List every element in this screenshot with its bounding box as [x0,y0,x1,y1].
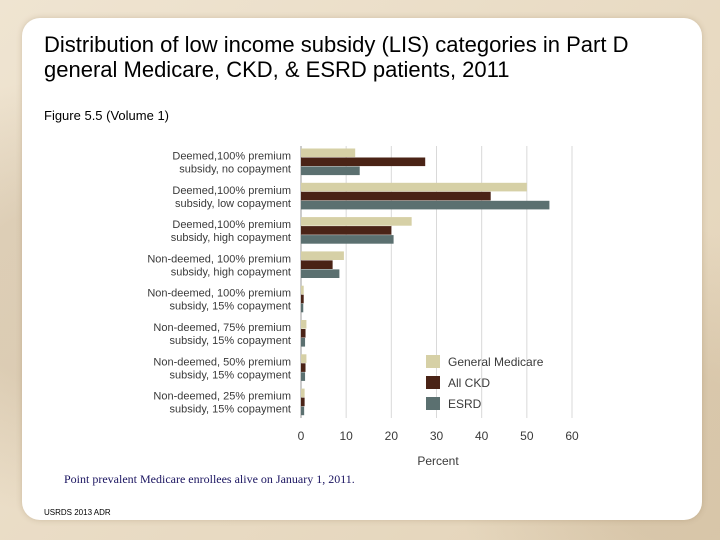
category-label-2: Deemed,100% premium subsidy, high copayme… [171,219,291,244]
bar-esrd-5 [301,338,306,347]
category-label-line: subsidy, no copayment [179,164,291,176]
category-label-line: Deemed,100% premium [172,185,291,197]
footnote: Point prevalent Medicare enrollees alive… [64,472,355,486]
x-tick-30: 30 [430,429,444,443]
legend-swatch-2 [426,397,440,410]
source-label: USRDS 2013 ADR [44,508,111,517]
x-tick-20: 20 [385,429,399,443]
x-tick-labels: 0 10 20 30 40 50 60 [298,429,579,443]
category-label-line: subsidy, 15% copayment [170,301,291,313]
legend-label-1: All CKD [448,376,490,390]
category-label-line: Non-deemed, 100% premium [147,288,291,300]
bars [301,148,550,416]
category-label-line: subsidy, 15% copayment [170,335,291,347]
bar-general-medicare-2 [301,217,412,226]
bar-esrd-0 [301,166,360,176]
bar-esrd-6 [301,372,306,381]
category-label-line: Non-deemed, 75% premium [153,322,291,334]
category-label-line: subsidy, 15% copayment [170,369,291,381]
bar-esrd-4 [301,303,304,313]
category-label-3: Non-deemed, 100% premium subsidy, high co… [147,253,291,278]
category-label-line: Deemed,100% premium [172,219,291,231]
bar-all-ckd-2 [301,226,392,235]
x-axis-label: Percent [417,454,459,468]
category-label-line: subsidy, 15% copayment [170,404,291,416]
bar-general-medicare-5 [301,320,307,329]
bar-all-ckd-6 [301,363,306,372]
category-label-line: subsidy, high copayment [171,266,291,278]
bar-general-medicare-4 [301,285,304,295]
legend-label-2: ESRD [448,397,482,411]
category-label-line: subsidy, low copayment [175,198,291,210]
category-label-0: Deemed,100% premium subsidy, no copayment [172,151,291,176]
bar-general-medicare-7 [301,388,305,398]
legend: General Medicare All CKD ESRD [426,355,544,411]
bar-all-ckd-7 [301,397,305,407]
category-label-line: subsidy, high copayment [171,232,291,244]
bar-all-ckd-1 [301,191,491,201]
category-label-5: Non-deemed, 75% premium subsidy, 15% copa… [153,322,291,347]
category-label-line: Non-deemed, 50% premium [153,356,291,368]
bar-general-medicare-3 [301,251,344,260]
x-tick-60: 60 [565,429,579,443]
category-label-7: Non-deemed, 25% premium subsidy, 15% copa… [153,391,291,416]
legend-swatch-0 [426,355,440,368]
x-tick-0: 0 [298,429,305,443]
category-label-1: Deemed,100% premium subsidy, low copaymen… [172,185,291,210]
category-label-line: Non-deemed, 100% premium [147,253,291,265]
x-tick-50: 50 [520,429,534,443]
bar-general-medicare-6 [301,354,307,363]
bar-general-medicare-0 [301,148,356,158]
category-label-6: Non-deemed, 50% premium subsidy, 15% copa… [153,356,291,381]
figure-reference: Figure 5.5 (Volume 1) [44,108,170,123]
x-tick-40: 40 [475,429,489,443]
bar-all-ckd-5 [301,329,306,338]
legend-swatch-1 [426,376,440,389]
bar-all-ckd-4 [301,294,304,304]
category-labels: Deemed,100% premium subsidy, no copayment… [147,151,291,416]
legend-label-0: General Medicare [448,355,544,369]
x-tick-10: 10 [339,429,353,443]
bar-all-ckd-3 [301,260,333,269]
slide-title: Distribution of low income subsidy (LIS)… [44,32,629,82]
category-label-line: Deemed,100% premium [172,151,291,163]
content-panel [22,18,702,520]
bar-esrd-7 [301,406,305,416]
bar-general-medicare-1 [301,182,527,192]
category-label-4: Non-deemed, 100% premium subsidy, 15% cop… [147,288,291,313]
bar-esrd-1 [301,200,550,210]
bar-all-ckd-0 [301,157,426,167]
bar-esrd-2 [301,235,394,244]
category-label-line: Non-deemed, 25% premium [153,391,291,403]
bar-esrd-3 [301,269,340,278]
